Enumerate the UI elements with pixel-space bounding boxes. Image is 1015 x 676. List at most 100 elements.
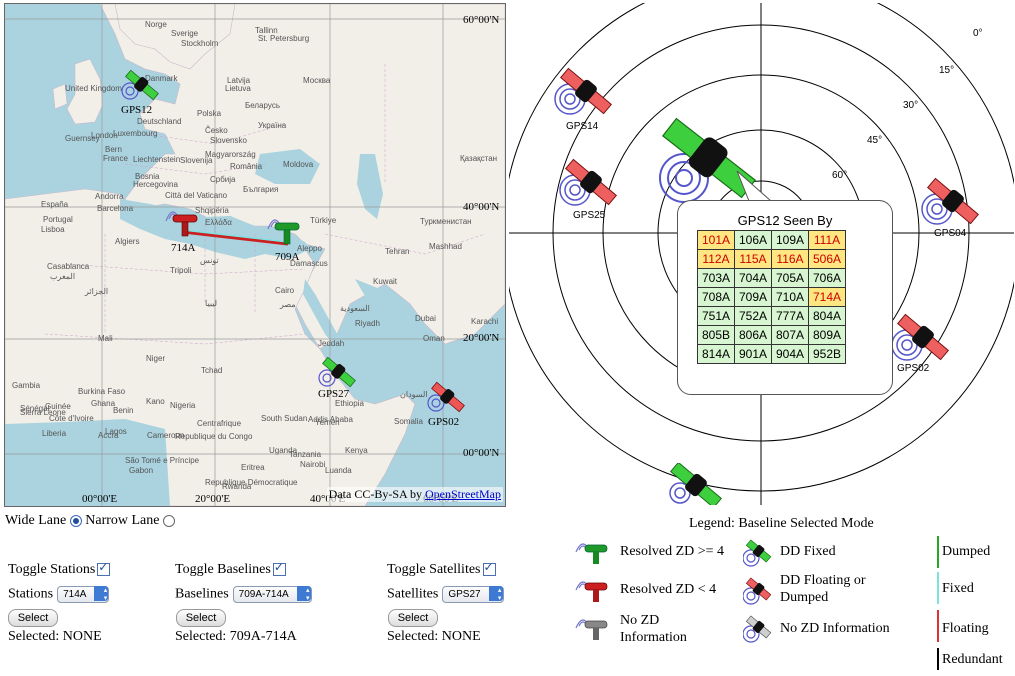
map-place-label: Karachi (471, 317, 499, 326)
satellite-icon (554, 67, 613, 115)
station-row: 112A 115A 116A 506A (697, 249, 846, 269)
narrow-lane-radio[interactable] (163, 514, 175, 527)
elevation-label-30: 30° (903, 100, 919, 111)
station-709a-label: 709A (275, 251, 300, 263)
map-place-label: Latvija (227, 76, 251, 85)
legend-floating: Floating (942, 621, 989, 636)
legend-dd-floating-icon (742, 576, 773, 611)
map-place-label: Туркменистан (420, 217, 472, 226)
lane-mode-selector: Wide Lane Narrow Lane (5, 513, 175, 529)
station-antenna-icon (267, 219, 300, 245)
map-place-label: Centrafrique (197, 419, 242, 428)
elevation-label-0: 0° (973, 28, 983, 39)
station-antenna-icon (165, 211, 198, 237)
map-place-label: Tripoli (170, 266, 192, 275)
station-cell: 106A (734, 230, 772, 250)
legend-fixed: Fixed (942, 581, 974, 596)
map-place-label: Republique du Congo (175, 432, 253, 441)
map-place-label: Mashhad (429, 242, 462, 251)
toggle-satellites-label: Toggle Satellites (387, 562, 481, 577)
map-attribution: Data CC-By-SA by OpenStreetMap (326, 487, 503, 502)
map-place-label: السودان (400, 390, 428, 399)
legend-title: Legend: Baseline Selected Mode (689, 516, 874, 531)
station-cell: 708A (697, 287, 735, 307)
map-satellite-gps27-label: GPS27 (318, 388, 350, 400)
sky-satellite-gps14-label: GPS14 (566, 121, 599, 132)
legend-no-zd-station-icon (575, 614, 617, 647)
popup-title: GPS12 Seen By (737, 213, 833, 228)
map-place-label: Aleppo (297, 244, 322, 253)
station-cell: 777A (771, 306, 809, 326)
station-table: 101A 106A 109A 111A 112A 115A 116A 506A 703A 704A… (697, 230, 846, 364)
map-place-label: Lagos (105, 427, 127, 436)
toggle-stations: Toggle Stations (8, 560, 111, 578)
map-place-label: Oman (423, 334, 445, 343)
stations-selected-text: Selected: NONE (8, 629, 102, 644)
station-714a-label: 714A (171, 242, 196, 254)
satellites-dropdown[interactable]: GPS27 (442, 586, 504, 603)
elevation-label-60: 60° (832, 170, 848, 181)
baselines-select-button[interactable]: Select (176, 609, 226, 627)
station-cell: 752A (734, 306, 772, 326)
map-place-label: Barcelona (97, 204, 134, 213)
map-place-label: Polska (197, 109, 222, 118)
station-cell: 809A (808, 325, 846, 345)
map-place-label: Eritrea (241, 463, 265, 472)
map-place-label: Ghana (91, 399, 116, 408)
map-place-label: São Tomé e Príncipe (125, 456, 200, 465)
station-cell: 952B (808, 344, 846, 364)
satellites-select-button[interactable]: Select (388, 609, 438, 627)
legend-dd-floating: DD Floating or Dumped (780, 573, 866, 605)
map-background (5, 4, 505, 506)
map-place-label: Liberia (42, 429, 67, 438)
map-place-label: Magyarország (205, 150, 256, 159)
map-place-label: Guinée (45, 402, 71, 411)
stations-dropdown[interactable]: 714A (57, 586, 110, 603)
toggle-stations-checkbox[interactable] (97, 560, 111, 577)
map-place-label: السعودية (340, 304, 370, 313)
sky-satellite-gps02-label: GPS02 (897, 363, 930, 374)
baselines-dropdown[interactable]: 709A-714A (232, 586, 312, 603)
station-cell: 805B (697, 325, 735, 345)
map-place-label: Città del Vaticano (165, 191, 228, 200)
legend-no-zd-sat-icon (742, 614, 773, 649)
legend-floating-bar (937, 610, 939, 642)
stations-select-button[interactable]: Select (8, 609, 58, 627)
map-place-label: Moldova (283, 160, 314, 169)
map-place-label: Addis Ababa (308, 415, 353, 424)
baselines-selected-text: Selected: 709A-714A (175, 629, 297, 644)
station-cell: 109A (771, 230, 809, 250)
toggle-baselines-checkbox[interactable] (272, 560, 286, 577)
map-place-label: ليبيا (205, 299, 218, 308)
map-place-label: Kano (146, 397, 165, 406)
station-cell: 710A (771, 287, 809, 307)
map-place-label: London (91, 131, 118, 140)
map-satellite-gps02-label: GPS02 (428, 416, 460, 428)
satellite-icon (891, 313, 950, 361)
map-place-label: Kuwait (373, 277, 398, 286)
map-place-label: Danmark (145, 74, 178, 83)
map-place-label: Luxembourg (113, 129, 158, 138)
map-place-label: Slovenija (180, 156, 213, 165)
map-place-label: Slovensko (210, 136, 247, 145)
map-place-label: Cairo (275, 286, 295, 295)
openstreetmap-link[interactable]: OpenStreetMap (425, 487, 501, 501)
toggle-satellites-checkbox[interactable] (482, 560, 496, 577)
wide-lane-radio[interactable] (69, 514, 82, 527)
station-cell: 751A (697, 306, 735, 326)
sky-plot-panel[interactable]: 0° 15° 30° 45° 60° GPS14 GPS25 GPS04 GPS… (509, 3, 1014, 505)
latitude-label-60n: 60°00'N (463, 14, 500, 26)
map-place-label: Беларусь (245, 101, 280, 110)
satellite-icon (559, 158, 618, 206)
station-row: 703A 704A 705A 706A (697, 268, 846, 288)
legend-resolved-ge4: Resolved ZD >= 4 (620, 544, 725, 559)
map-place-label: Guernsey (65, 134, 100, 143)
map-place-label: Қазақстан (460, 154, 498, 163)
elevation-label-45: 45° (867, 135, 883, 146)
map-place-label: Shqipëria (195, 206, 229, 215)
map-place-label: Kenya (345, 446, 368, 455)
satellite-icon (121, 69, 159, 101)
map-panel[interactable]: Norge Sverige Stockholm Tallinn St. Petersbu… (4, 3, 506, 507)
elevation-label-15: 15° (939, 65, 955, 76)
map-place-label: Bosnia (135, 172, 160, 181)
